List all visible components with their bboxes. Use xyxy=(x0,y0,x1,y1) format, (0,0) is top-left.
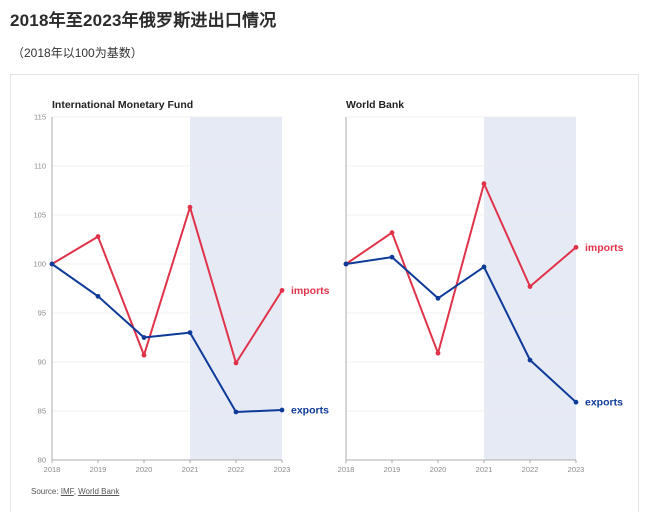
panel-1-imports-end-label: imports xyxy=(291,285,330,297)
panel-2-exports-point-2022 xyxy=(527,357,533,363)
panel-1-xtick-label-2022: 2022 xyxy=(228,465,245,474)
panel-2-exports-point-2020 xyxy=(435,295,441,301)
panel-1-exports-point-2023 xyxy=(279,407,285,413)
panel-1-xtick-label-2020: 2020 xyxy=(136,465,153,474)
panel-1-shaded-period xyxy=(190,117,282,460)
panel-1-exports-point-2020 xyxy=(141,335,147,340)
panel-2-title: World Bank xyxy=(346,99,404,111)
panel-2-exports-point-2018 xyxy=(343,261,349,267)
panel-1-xtick-label-2019: 2019 xyxy=(90,465,107,474)
panel-1-ytick-label-100: 100 xyxy=(33,260,46,269)
panel-2-exports-end-label: exports xyxy=(585,397,623,409)
panel-2-xtick-label-2020: 2020 xyxy=(430,465,447,474)
panel-1-ytick-label-90: 90 xyxy=(38,358,46,367)
panel-1-exports-point-2018 xyxy=(49,261,55,267)
page-title: 2018年至2023年俄罗斯进出口情况 xyxy=(10,11,277,30)
panel-1-imports-point-2021 xyxy=(187,204,193,210)
panel-2-imports-point-2023 xyxy=(573,244,579,250)
source-separator: , xyxy=(73,487,79,496)
panel-2-exports-point-2023 xyxy=(573,399,579,405)
source-link-imf[interactable]: IMF xyxy=(60,487,74,496)
panel-2-imports-end-label: imports xyxy=(585,242,624,254)
panel-2-xtick-label-2018: 2018 xyxy=(338,465,355,474)
panel-2-exports-point-2019 xyxy=(389,254,395,260)
source-prefix: Source: xyxy=(31,487,61,496)
panel-1-ytick-label-95: 95 xyxy=(38,309,46,318)
panel-2-imports-line xyxy=(345,182,577,355)
panel-1-ytick-label-110: 110 xyxy=(34,162,46,171)
panel-2-imports-point-2021 xyxy=(481,181,487,187)
panel-2-imports-point-2022 xyxy=(527,284,533,289)
panel-2-xtick-label-2022: 2022 xyxy=(522,465,539,474)
panel-2-exports-point-2021 xyxy=(481,264,487,270)
panel-2-xtick-label-2019: 2019 xyxy=(384,465,401,474)
source-note: Source: IMF, World Bank xyxy=(31,487,119,496)
panel-1-exports-point-2019 xyxy=(95,293,101,299)
panel-2-imports-point-2020 xyxy=(435,350,441,356)
page-subtitle: （2018年以100为基数） xyxy=(12,46,143,60)
panel-1-ytick-label-80: 80 xyxy=(38,456,46,465)
panel-2-xtick-label-2023: 2023 xyxy=(568,465,585,474)
panel-1-xtick-label-2018: 2018 xyxy=(44,465,61,474)
panel-1-imports-point-2020 xyxy=(141,352,147,358)
panel-1-ytick-label-105: 105 xyxy=(33,211,46,220)
source-link-world-bank[interactable]: World Bank xyxy=(78,487,120,496)
panel-2-exports-line xyxy=(345,256,577,403)
panel-1-ytick-label-115: 115 xyxy=(34,113,46,122)
panel-1-xtick-label-2021: 2021 xyxy=(182,465,199,474)
panel-1-title: International Monetary Fund xyxy=(52,99,193,111)
panel-2-imports-point-2019 xyxy=(389,230,395,236)
panel-1-imports-point-2022 xyxy=(233,360,239,366)
panel-1-exports-point-2021 xyxy=(187,330,193,335)
panel-1-exports-end-label: exports xyxy=(291,405,329,417)
panel-1-xtick-label-2023: 2023 xyxy=(274,465,291,474)
panel-1-imports-line xyxy=(51,206,283,364)
panel-1-exports-point-2022 xyxy=(233,409,239,415)
panel-1-exports-line xyxy=(51,263,283,413)
panel-1-ytick-label-85: 85 xyxy=(38,407,46,416)
panel-2-xtick-label-2021: 2021 xyxy=(476,465,493,474)
panel-1-imports-point-2023 xyxy=(279,288,285,293)
panel-1-imports-point-2019 xyxy=(95,234,101,239)
